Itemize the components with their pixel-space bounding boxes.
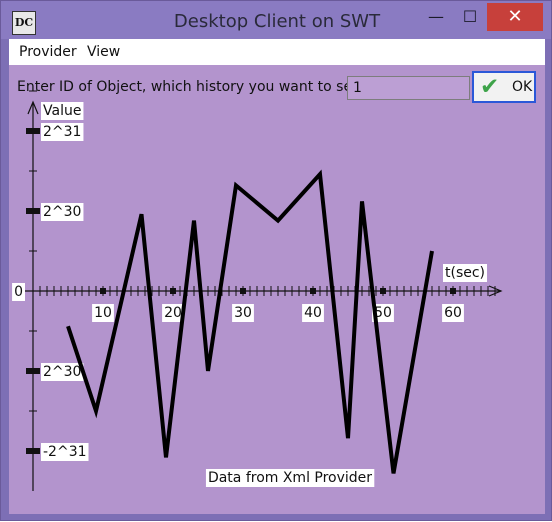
ok-button[interactable]: ✔ OK bbox=[472, 71, 536, 103]
y-tick-label-bg bbox=[41, 123, 84, 141]
y-major-tick bbox=[26, 448, 40, 454]
x-tick-label: 50 bbox=[374, 305, 392, 321]
data-source-label: Data from Xml Provider bbox=[208, 470, 372, 486]
y-tick-label-bg bbox=[41, 363, 84, 381]
x-tick-label-bg bbox=[372, 304, 394, 322]
x-tick-label-bg bbox=[442, 304, 464, 322]
window-title: Desktop Client on SWT bbox=[173, 11, 381, 32]
x-major-tick bbox=[310, 288, 316, 294]
y-tick-label-bg bbox=[41, 203, 84, 221]
x-tick-label: 20 bbox=[164, 305, 182, 321]
title-bar[interactable]: DC Desktop Client on SWT — ☐ ✕ bbox=[1, 1, 551, 39]
x-axis-title-bg bbox=[443, 264, 488, 282]
x-major-tick bbox=[170, 288, 176, 294]
y-tick-label-bg bbox=[41, 443, 89, 461]
history-series-line bbox=[66, 169, 434, 474]
y-major-tick bbox=[26, 368, 40, 374]
x-tick-label: 30 bbox=[234, 305, 252, 321]
object-id-input[interactable] bbox=[347, 76, 470, 100]
x-tick-label-bg bbox=[232, 304, 254, 322]
x-tick-label: 60 bbox=[444, 305, 462, 321]
x-major-tick bbox=[100, 288, 106, 294]
menu-bar: Provider View bbox=[9, 39, 545, 65]
y-tick-label: -2^31 bbox=[43, 444, 87, 460]
y-tick-label: 2^30 bbox=[43, 364, 81, 380]
x-axis-arrow bbox=[488, 285, 503, 297]
y-axis-arrow bbox=[27, 100, 39, 115]
app-dc-icon: DC bbox=[12, 11, 36, 35]
checkmark-icon: ✔ bbox=[480, 74, 500, 100]
y-major-tick bbox=[26, 128, 40, 134]
maximize-button[interactable]: ☐ bbox=[462, 7, 478, 26]
y-axis-title-bg bbox=[41, 102, 84, 120]
ok-button-label: OK bbox=[512, 79, 533, 95]
y-tick-label: 0 bbox=[14, 284, 23, 300]
x-major-tick bbox=[450, 288, 456, 294]
x-tick-label: 40 bbox=[304, 305, 322, 321]
y-major-tick bbox=[26, 208, 40, 214]
menu-view[interactable]: View bbox=[87, 44, 121, 60]
x-major-tick bbox=[240, 288, 246, 294]
x-tick-label-bg bbox=[302, 304, 324, 322]
close-button[interactable]: ✕ bbox=[487, 3, 543, 31]
menu-provider[interactable]: Provider bbox=[19, 44, 77, 60]
y-axis-title: Value bbox=[43, 103, 81, 119]
x-major-tick bbox=[380, 288, 386, 294]
y-tick-label: 2^30 bbox=[43, 204, 81, 220]
y-tick-label: 2^31 bbox=[43, 124, 81, 140]
data-source-label-bg bbox=[205, 469, 375, 487]
y-tick-label-bg bbox=[12, 283, 25, 301]
x-tick-label: 10 bbox=[94, 305, 112, 321]
minimize-button[interactable]: — bbox=[428, 7, 444, 26]
x-tick-label-bg bbox=[92, 304, 114, 322]
x-tick-label-bg bbox=[162, 304, 184, 322]
id-prompt-label: Enter ID of Object, which history you wa… bbox=[17, 79, 366, 95]
x-axis-title: t(sec) bbox=[445, 265, 485, 281]
